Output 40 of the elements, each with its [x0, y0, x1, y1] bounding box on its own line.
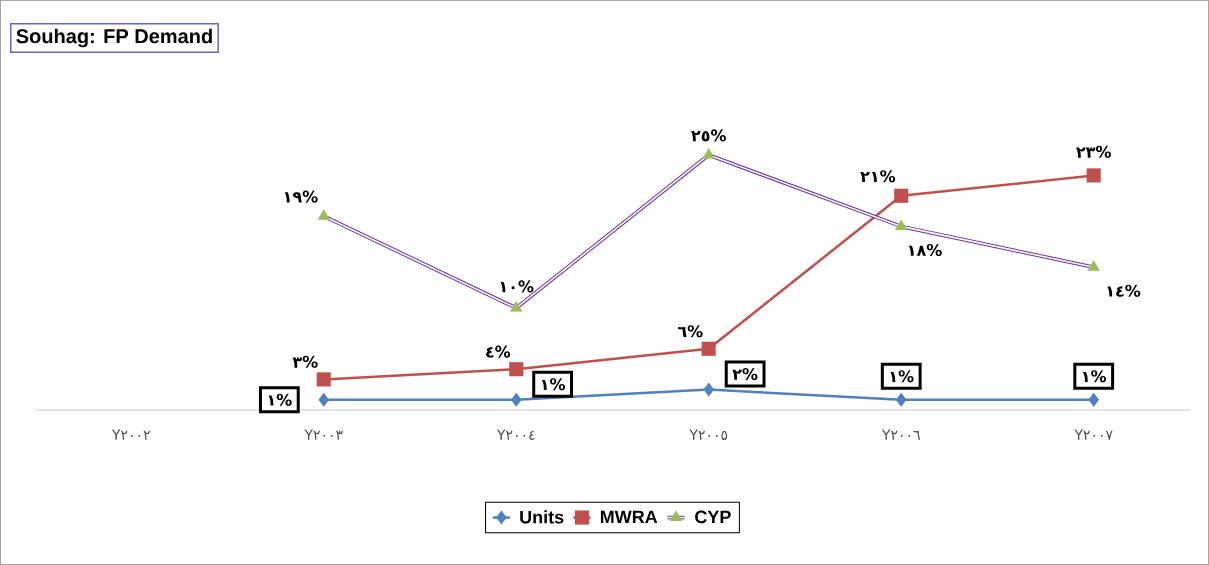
data-label: ٢٥%: [691, 129, 726, 142]
x-tick-label: Y٢٠٠٢: [111, 429, 150, 440]
data-label: ٢٣%: [1076, 145, 1111, 158]
x-tick-label: Y٢٠٠٤: [496, 429, 535, 440]
data-label: ١٠%: [500, 280, 534, 293]
point: [510, 300, 523, 312]
x-tick-label: Y٢٠٠٥: [689, 429, 728, 440]
point: [316, 372, 331, 387]
data-label: ١%: [541, 378, 566, 391]
point: [509, 362, 524, 377]
data-label: ١%: [890, 370, 914, 383]
legend-label: CYP: [695, 510, 731, 524]
legend-label: Units: [520, 510, 564, 524]
point: [895, 219, 908, 230]
point: [318, 392, 330, 407]
data-label: ٦%: [677, 325, 703, 338]
data-label: ١٩%: [284, 190, 318, 203]
point: [701, 341, 716, 356]
point: [1086, 168, 1101, 183]
data-label: ٢١%: [860, 170, 896, 183]
data-label: ١%: [1083, 370, 1107, 383]
data-label: ٤%: [486, 345, 511, 358]
point: [703, 382, 715, 397]
point: [894, 188, 909, 203]
x-tick-label: Y٢٠٠٧: [1074, 429, 1113, 440]
data-label: ١٤%: [1107, 284, 1141, 297]
point: [895, 392, 907, 407]
point: [702, 147, 715, 159]
x-tick-label: Y٢٠٠٦: [881, 429, 920, 440]
legend-label: MWRA: [600, 510, 658, 524]
data-label: ١٨%: [908, 243, 942, 257]
point: [510, 392, 522, 407]
point: [1087, 260, 1100, 271]
x-tick-label: Y٢٠٠٣: [304, 429, 343, 440]
point: [1088, 392, 1100, 407]
data-label: ٣%: [292, 355, 318, 368]
point: [317, 209, 330, 220]
data-label: ٢%: [732, 368, 758, 381]
data-label: ١%: [268, 393, 292, 406]
chart-title: Souhag: FP Demand: [16, 28, 212, 48]
